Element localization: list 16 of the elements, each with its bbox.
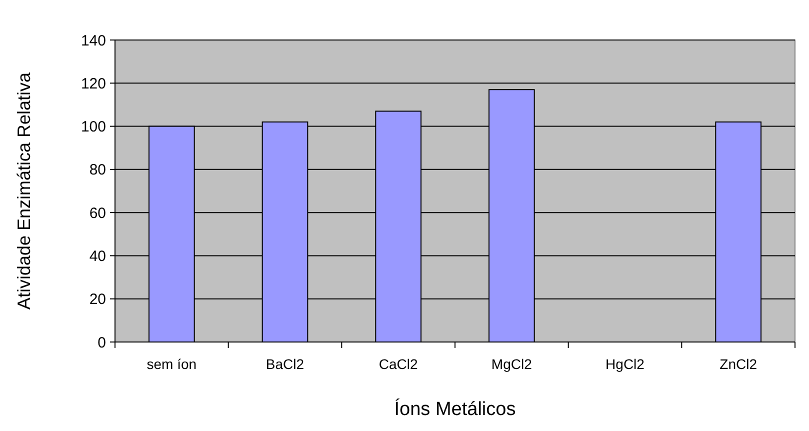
- y-tick-label: 100: [80, 118, 106, 136]
- x-tick-label: CaCl2: [378, 356, 418, 372]
- x-axis-title: Íons Metálicos: [394, 398, 516, 420]
- x-tick-label: BaCl2: [266, 356, 304, 372]
- y-tick-label: 0: [98, 334, 106, 352]
- x-tick-label: ZnCl2: [720, 356, 758, 372]
- y-tick-label: 80: [89, 162, 106, 179]
- x-tick-label: HgCl2: [606, 356, 645, 372]
- y-tick-label: 40: [89, 248, 106, 265]
- y-axis-title: Atividade Enzimática Relativa: [14, 71, 34, 310]
- y-tick-label: 60: [89, 204, 106, 222]
- y-tick-label: 140: [80, 32, 106, 50]
- y-tick-label: 20: [89, 291, 106, 308]
- y-tick-label: 120: [80, 75, 106, 92]
- x-tick-label: MgCl2: [491, 356, 532, 372]
- x-tick-label: sem íon: [146, 356, 197, 372]
